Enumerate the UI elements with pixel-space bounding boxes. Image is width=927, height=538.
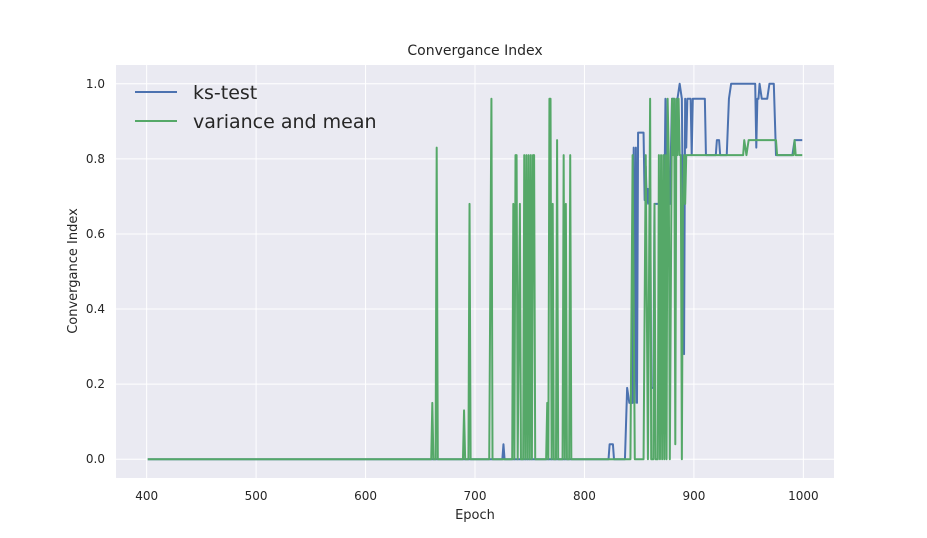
y-axis-ticks: 0.0 0.2 0.4 0.6 0.8 1.0 (86, 77, 105, 466)
legend-label-1: variance and mean (193, 111, 377, 133)
x-tick-label: 900 (682, 489, 705, 503)
chart-title: Convergance Index (407, 43, 542, 59)
legend-label-0: ks-test (193, 82, 257, 104)
x-tick-label: 400 (135, 489, 158, 503)
y-tick-label: 0.4 (86, 302, 105, 316)
x-tick-label: 600 (354, 489, 377, 503)
series-layer (147, 82, 803, 461)
y-tick-label: 0.0 (86, 452, 105, 466)
y-axis-label: Convergance Index (66, 208, 81, 334)
x-tick-label: 500 (245, 489, 268, 503)
y-tick-label: 0.2 (86, 377, 105, 391)
y-tick-label: 1.0 (86, 77, 105, 91)
x-tick-label: 700 (464, 489, 487, 503)
x-axis-ticks: 400 500 600 700 800 900 1000 (135, 489, 818, 503)
y-tick-label: 0.6 (86, 227, 105, 241)
x-axis-label: Epoch (455, 508, 495, 523)
series-line-1 (147, 97, 803, 461)
x-tick-label: 800 (573, 489, 596, 503)
legend: ks-test variance and mean (135, 82, 377, 133)
y-tick-label: 0.8 (86, 152, 105, 166)
x-tick-label: 1000 (788, 489, 819, 503)
